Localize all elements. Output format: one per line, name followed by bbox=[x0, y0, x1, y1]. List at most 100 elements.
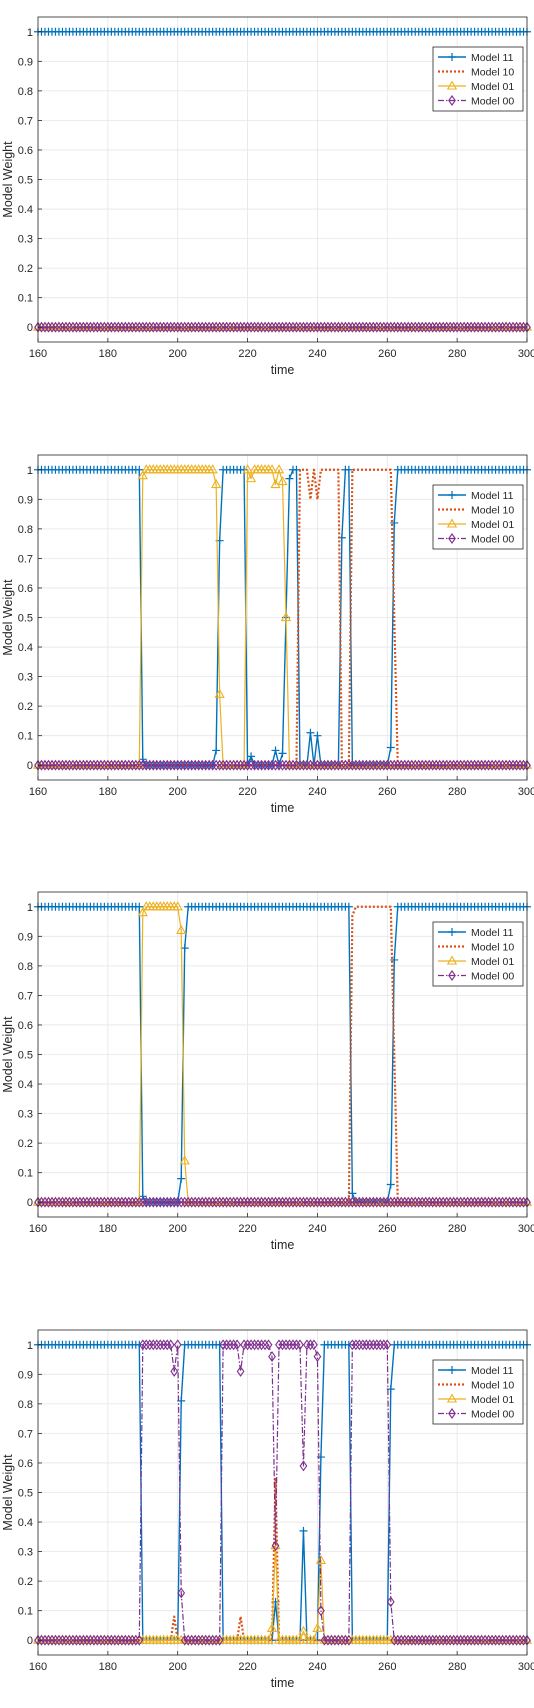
data-point-m00 bbox=[331, 1634, 339, 1646]
y-tick-label: 0.4 bbox=[18, 204, 33, 216]
data-point-m00 bbox=[226, 321, 234, 333]
data-point-m00 bbox=[69, 321, 77, 333]
data-point-m00 bbox=[191, 1634, 200, 1646]
data-point-m00 bbox=[76, 759, 84, 771]
data-point-m00 bbox=[90, 759, 98, 771]
data-point-m01 bbox=[273, 464, 285, 474]
data-point-m00 bbox=[439, 1196, 448, 1208]
data-point-m00 bbox=[173, 1339, 182, 1351]
data-point-m00 bbox=[76, 1196, 84, 1208]
data-point-m00 bbox=[41, 759, 49, 771]
data-point-m01 bbox=[137, 470, 148, 480]
legend-entry-m10: Model 10 bbox=[471, 504, 514, 516]
data-point-m00 bbox=[456, 759, 465, 771]
data-point-m00 bbox=[96, 321, 105, 333]
data-point-m00 bbox=[495, 1196, 503, 1208]
data-point-m00 bbox=[110, 1634, 119, 1646]
y-tick-label: 0 bbox=[27, 1635, 33, 1647]
data-point-m00 bbox=[414, 1634, 423, 1646]
data-point-m00 bbox=[177, 1587, 186, 1599]
data-point-m00 bbox=[317, 1605, 325, 1617]
data-point-m00 bbox=[407, 1196, 416, 1208]
data-point-m00 bbox=[289, 1339, 297, 1351]
data-point-m00 bbox=[48, 321, 56, 333]
y-tick-label: 0.5 bbox=[18, 613, 33, 625]
data-point-m00 bbox=[180, 321, 189, 333]
data-point-m00 bbox=[72, 1634, 81, 1646]
data-point-m00 bbox=[254, 1339, 262, 1351]
data-point-m00 bbox=[386, 1196, 395, 1208]
data-point-m00 bbox=[331, 1196, 339, 1208]
data-point-m00 bbox=[138, 321, 147, 333]
x-tick-label: 300 bbox=[518, 786, 534, 798]
data-point-m00 bbox=[275, 321, 283, 333]
data-point-m00 bbox=[285, 1196, 294, 1208]
data-point-m00 bbox=[338, 1634, 346, 1646]
data-point-m00 bbox=[453, 1634, 462, 1646]
data-point-m00 bbox=[474, 321, 482, 333]
data-point-m00 bbox=[152, 321, 161, 333]
series-line-m10 bbox=[38, 1476, 527, 1642]
data-point-m00 bbox=[180, 759, 189, 771]
data-point-m01 bbox=[308, 1634, 320, 1644]
data-point-m00 bbox=[233, 1339, 241, 1351]
data-point-m00 bbox=[194, 1196, 203, 1208]
data-point-m00 bbox=[83, 759, 91, 771]
data-point-m00 bbox=[327, 1196, 336, 1208]
legend-entry-m01: Model 01 bbox=[471, 956, 514, 968]
data-point-m00 bbox=[324, 1196, 332, 1208]
data-point-m00 bbox=[187, 1196, 196, 1208]
data-point-m00 bbox=[65, 759, 74, 771]
data-point-m00 bbox=[372, 1339, 381, 1351]
x-axis-label: time bbox=[271, 1238, 295, 1252]
data-point-m00 bbox=[156, 1196, 165, 1208]
data-point-m11 bbox=[306, 728, 315, 737]
data-point-m00 bbox=[502, 759, 510, 771]
data-point-m00 bbox=[163, 1196, 172, 1208]
data-point-m00 bbox=[306, 321, 315, 333]
data-point-m00 bbox=[449, 1196, 458, 1208]
data-point-m00 bbox=[44, 1196, 53, 1208]
x-tick-label: 240 bbox=[308, 1661, 326, 1673]
data-point-m00 bbox=[289, 759, 297, 771]
data-point-m00 bbox=[467, 1634, 475, 1646]
data-point-m00 bbox=[236, 1196, 245, 1208]
data-point-m00 bbox=[184, 1196, 193, 1208]
y-tick-label: 1 bbox=[27, 1340, 33, 1352]
data-point-m00 bbox=[62, 1634, 70, 1646]
data-point-m00 bbox=[159, 1339, 168, 1351]
x-tick-label: 180 bbox=[99, 348, 117, 360]
data-point-m00 bbox=[93, 321, 102, 333]
y-axis-label: Model Weight bbox=[1, 579, 15, 656]
data-point-m00 bbox=[229, 321, 238, 333]
data-point-m00 bbox=[282, 1196, 290, 1208]
data-point-m00 bbox=[212, 1196, 221, 1208]
data-point-m00 bbox=[250, 759, 259, 771]
y-tick-label: 0.3 bbox=[18, 672, 33, 684]
data-point-m00 bbox=[432, 1634, 441, 1646]
data-point-m00 bbox=[170, 321, 179, 333]
x-tick-label: 160 bbox=[29, 1661, 47, 1673]
data-point-m01 bbox=[280, 611, 292, 622]
x-tick-label: 200 bbox=[169, 348, 187, 360]
data-point-m00 bbox=[236, 1365, 245, 1377]
data-point-m00 bbox=[121, 1634, 130, 1646]
data-point-m00 bbox=[338, 1196, 346, 1208]
data-point-m00 bbox=[170, 1196, 179, 1208]
y-tick-label: 0.9 bbox=[18, 56, 33, 68]
data-point-m00 bbox=[509, 759, 517, 771]
data-point-m00 bbox=[334, 1196, 343, 1208]
data-point-m00 bbox=[491, 1196, 500, 1208]
data-point-m00 bbox=[310, 1339, 318, 1351]
data-point-m00 bbox=[446, 1196, 455, 1208]
data-point-m00 bbox=[428, 759, 437, 771]
data-point-m01 bbox=[214, 688, 225, 698]
y-tick-label: 0.7 bbox=[18, 990, 33, 1002]
data-point-m00 bbox=[306, 1196, 315, 1208]
data-point-m00 bbox=[327, 321, 336, 333]
data-point-m00 bbox=[83, 321, 91, 333]
data-point-m00 bbox=[247, 321, 255, 333]
data-point-m00 bbox=[166, 759, 175, 771]
legend-entry-m00: Model 00 bbox=[471, 533, 514, 545]
data-point-m00 bbox=[467, 759, 475, 771]
